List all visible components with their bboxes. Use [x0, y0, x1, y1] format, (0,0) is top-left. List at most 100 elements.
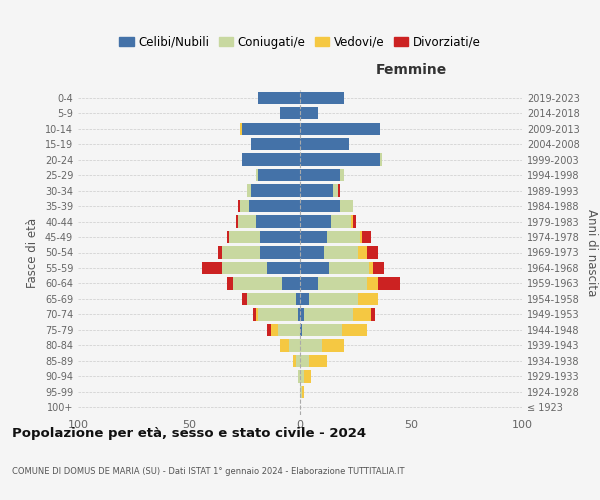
Bar — [300, 292, 309, 305]
Bar — [300, 308, 304, 320]
Bar — [222, 262, 266, 274]
Bar — [300, 370, 304, 382]
Bar — [296, 354, 300, 367]
Bar — [300, 354, 309, 367]
Bar — [258, 169, 300, 181]
Bar — [227, 231, 229, 243]
Bar — [300, 122, 380, 135]
Bar — [236, 216, 238, 228]
Bar — [342, 324, 367, 336]
Bar — [300, 246, 325, 258]
Bar — [300, 138, 349, 150]
Bar — [242, 154, 300, 166]
Bar — [358, 292, 378, 305]
Bar — [318, 278, 367, 289]
Bar — [218, 246, 223, 258]
Bar — [278, 324, 300, 336]
Bar — [371, 308, 376, 320]
Bar — [300, 200, 340, 212]
Bar — [360, 231, 362, 243]
Bar — [238, 216, 256, 228]
Bar — [242, 292, 247, 305]
Bar — [369, 262, 373, 274]
Legend: Celibi/Nubili, Coniugati/e, Vedovi/e, Divorziati/e: Celibi/Nubili, Coniugati/e, Vedovi/e, Di… — [115, 31, 485, 54]
Bar — [300, 184, 334, 197]
Bar — [300, 92, 344, 104]
Bar — [227, 278, 233, 289]
Bar — [302, 386, 304, 398]
Bar — [256, 308, 258, 320]
Bar — [233, 278, 282, 289]
Bar — [266, 324, 271, 336]
Bar — [300, 386, 302, 398]
Bar — [300, 154, 380, 166]
Bar — [338, 184, 340, 197]
Bar — [340, 169, 344, 181]
Y-axis label: Fasce di età: Fasce di età — [26, 218, 39, 288]
Bar — [298, 370, 300, 382]
Bar — [266, 262, 300, 274]
Bar — [326, 231, 360, 243]
Bar — [298, 308, 300, 320]
Bar — [296, 292, 300, 305]
Bar — [353, 308, 371, 320]
Bar — [358, 246, 367, 258]
Bar — [325, 246, 358, 258]
Bar — [362, 231, 371, 243]
Bar — [300, 278, 318, 289]
Bar — [240, 122, 242, 135]
Text: COMUNE DI DOMUS DE MARIA (SU) - Dati ISTAT 1° gennaio 2024 - Elaborazione TUTTIT: COMUNE DI DOMUS DE MARIA (SU) - Dati IST… — [12, 468, 404, 476]
Bar — [300, 216, 331, 228]
Bar — [380, 154, 382, 166]
Bar — [300, 169, 340, 181]
Bar — [256, 169, 258, 181]
Bar — [302, 324, 342, 336]
Bar — [367, 246, 378, 258]
Bar — [258, 308, 298, 320]
Bar — [249, 200, 300, 212]
Bar — [223, 246, 260, 258]
Bar — [304, 370, 311, 382]
Bar — [300, 324, 302, 336]
Bar — [247, 184, 251, 197]
Bar — [238, 200, 240, 212]
Bar — [329, 262, 369, 274]
Bar — [351, 216, 353, 228]
Bar — [373, 262, 385, 274]
Bar — [340, 200, 353, 212]
Bar — [309, 292, 358, 305]
Bar — [289, 339, 300, 351]
Bar — [322, 339, 344, 351]
Bar — [256, 216, 300, 228]
Bar — [378, 278, 400, 289]
Bar — [242, 122, 300, 135]
Bar — [240, 200, 249, 212]
Bar — [280, 107, 300, 120]
Bar — [271, 324, 278, 336]
Bar — [260, 246, 300, 258]
Bar — [334, 184, 338, 197]
Bar — [309, 354, 326, 367]
Bar — [280, 339, 289, 351]
Bar — [367, 278, 378, 289]
Bar — [247, 292, 296, 305]
Bar — [202, 262, 223, 274]
Bar — [251, 138, 300, 150]
Text: Femmine: Femmine — [376, 63, 446, 77]
Bar — [353, 216, 355, 228]
Bar — [253, 308, 256, 320]
Bar — [304, 308, 353, 320]
Bar — [331, 216, 351, 228]
Bar — [251, 184, 300, 197]
Bar — [293, 354, 296, 367]
Bar — [300, 231, 326, 243]
Bar — [260, 231, 300, 243]
Bar — [300, 107, 318, 120]
Bar — [300, 339, 322, 351]
Text: Popolazione per età, sesso e stato civile - 2024: Popolazione per età, sesso e stato civil… — [12, 428, 366, 440]
Y-axis label: Anni di nascita: Anni di nascita — [585, 209, 598, 296]
Bar — [300, 262, 329, 274]
Bar — [258, 92, 300, 104]
Bar — [282, 278, 300, 289]
Bar — [229, 231, 260, 243]
